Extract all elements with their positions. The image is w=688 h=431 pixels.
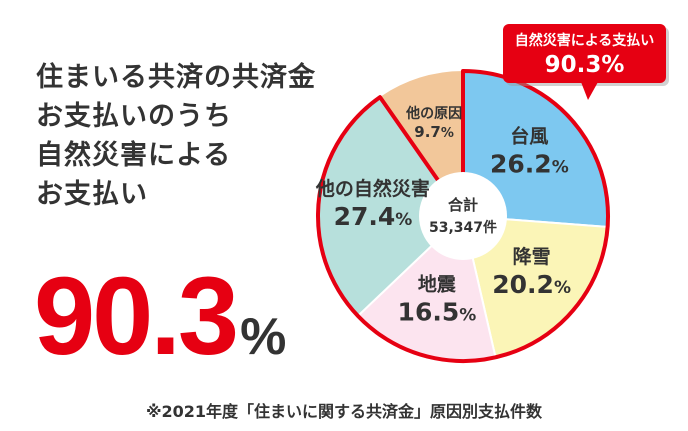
natural-disaster-outline: [316, 69, 610, 363]
slice-label: 地震: [418, 273, 457, 296]
big-percentage-unit: %: [240, 308, 287, 366]
slice-label: 他の原因: [405, 105, 462, 122]
center-total: 53,347件: [429, 219, 497, 236]
footnote: ※2021年度「住まいに関する共済金」原因別支払件数: [145, 402, 543, 421]
callout-box: [503, 24, 666, 83]
headline-line: 住まいる共済の共済金: [36, 62, 316, 93]
headline-line: 自然災害による: [36, 140, 232, 171]
slice-label: 降雪: [513, 245, 551, 268]
callout-pointer: [581, 82, 598, 100]
slice-value: 16.5%: [398, 298, 477, 327]
slice-label: 他の自然災害: [315, 177, 430, 200]
center-label: 合計: [447, 196, 478, 214]
headline: 住まいる共済の共済金 お支払いのうち 自然災害による お支払い: [36, 58, 366, 214]
slice-value: 27.4%: [334, 202, 413, 231]
callout-value: 90.3%: [545, 52, 625, 78]
center-circle: [419, 172, 507, 260]
headline-line: お支払いのうち: [36, 101, 232, 132]
big-percentage: 90.3%: [34, 262, 286, 372]
slice-label: 台風: [510, 124, 548, 147]
slice-value: 20.2%: [492, 270, 571, 299]
slice-value: 26.2%: [490, 149, 569, 178]
callout-label: 自然災害による支払い: [515, 32, 655, 49]
slice-value: 9.7%: [414, 123, 454, 141]
big-percentage-value: 90.3: [34, 255, 239, 378]
headline-line: お支払い: [36, 179, 148, 210]
